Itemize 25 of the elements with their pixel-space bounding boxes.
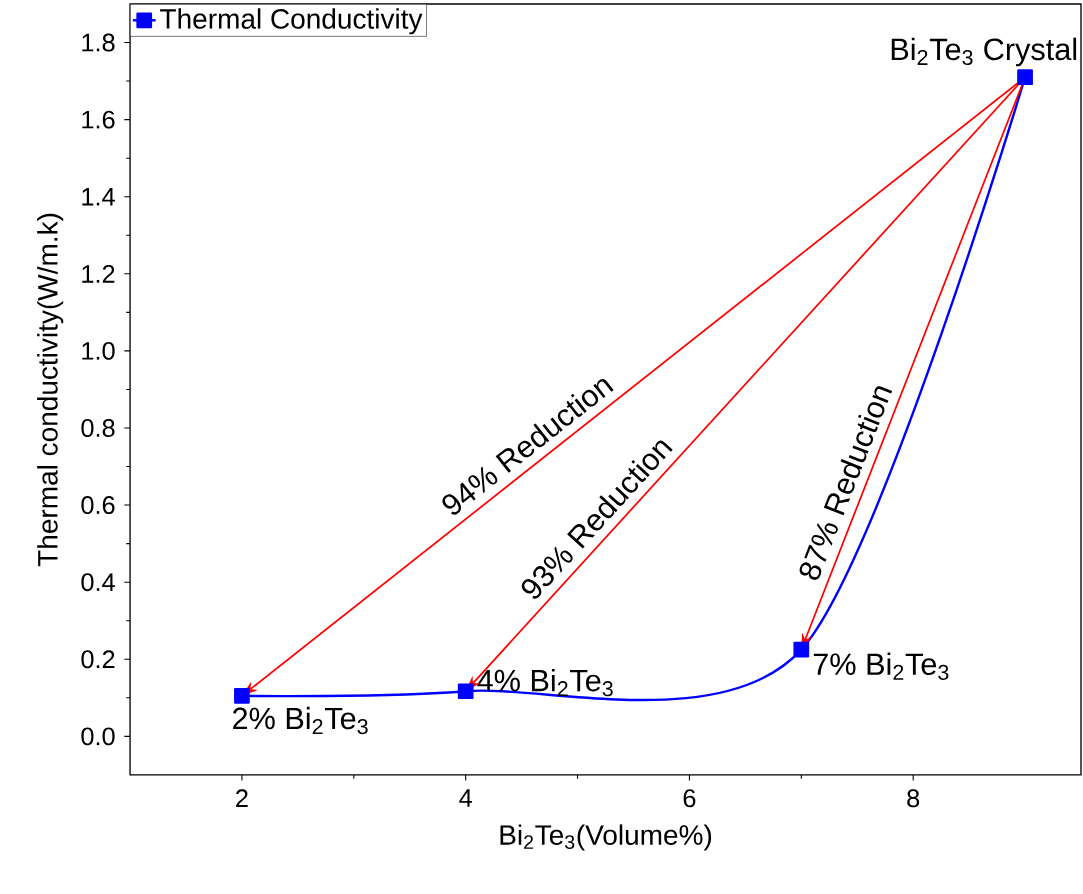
y-tick-label: 1.0 (82, 342, 115, 361)
annotation: 2% Bi$_{2}$Te$_{3}$ (233, 707, 368, 735)
y-tick-label: 0.0 (81, 727, 115, 746)
point (457, 683, 474, 700)
y-tick-label: 1.6 (82, 110, 115, 129)
point (234, 688, 250, 704)
y-axis-title: Thermal conductivity(W/m.k) (37, 214, 64, 567)
y-tick-label: 1.4 (82, 188, 115, 206)
legend-label: Thermal Conductivity (160, 8, 423, 35)
annotation: 7% Bi$_{2}$Te$_{3}$ (813, 652, 949, 681)
x-tick-label: 4 (459, 789, 472, 807)
y-tick-label: 1.2 (82, 265, 115, 283)
x-tick-label: 8 (907, 789, 920, 808)
x-tick-label: 2 (236, 789, 248, 808)
point (793, 641, 810, 658)
y-tick-label: 1.8 (82, 33, 115, 52)
annotation: 4% Bi$_{2}$Te$_{3}$ (477, 669, 613, 697)
annotation: Bi$_{2}$Te$_{3}$ Crystal (891, 37, 1077, 67)
point (1017, 69, 1033, 86)
x-tick-label: 6 (683, 789, 696, 808)
y-tick-label: 0.2 (81, 650, 115, 669)
y-tick-label: 0.6 (81, 496, 115, 515)
y-tick-label: 0.8 (81, 419, 115, 438)
y-tick-label: 0.4 (81, 573, 115, 592)
x-axis-title: Bi$_{2}$Te$_{3}$(Volume%) (500, 824, 712, 851)
